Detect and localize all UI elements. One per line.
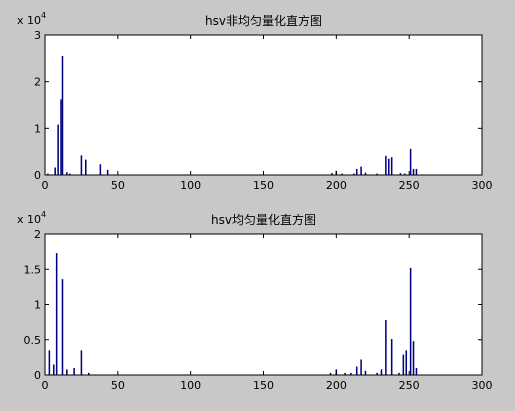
- x-tick-label: 50: [111, 379, 125, 392]
- y-tick-label: 2: [34, 228, 41, 241]
- histogram-bar: [60, 99, 62, 175]
- histogram-bar: [47, 173, 49, 175]
- y-tick-label: 2: [34, 76, 41, 89]
- histogram-bar: [385, 155, 387, 175]
- x-tick-label: 0: [42, 179, 49, 192]
- histogram-bar: [355, 168, 358, 175]
- x-tick-label: 50: [111, 179, 125, 192]
- y-exponent-power: 4: [41, 210, 46, 219]
- histogram-bar: [380, 369, 383, 375]
- y-tick-label: 1: [34, 299, 41, 312]
- histogram-bar: [48, 350, 51, 375]
- histogram-bar: [66, 172, 68, 175]
- histogram-bar: [54, 167, 56, 175]
- histogram-bar: [390, 339, 393, 375]
- histogram-bar: [85, 159, 87, 175]
- plot-area: [45, 234, 482, 375]
- histogram-bar: [57, 124, 59, 175]
- x-tick-label: 150: [253, 179, 274, 192]
- histogram-bar: [412, 168, 415, 175]
- histogram-bar: [80, 155, 83, 175]
- histogram-bar: [415, 367, 418, 375]
- histogram-bar: [341, 173, 343, 175]
- x-tick-label: 300: [472, 179, 493, 192]
- x-tick-label: 100: [180, 179, 201, 192]
- y-exponent-label: x 10: [17, 213, 41, 226]
- chart-title: hsv均匀量化直方图: [211, 212, 316, 227]
- x-tick-label: 200: [326, 179, 347, 192]
- histogram-bar: [73, 367, 75, 375]
- histogram-bar: [106, 169, 109, 175]
- x-tick-label: 150: [253, 379, 274, 392]
- histogram-bar: [99, 164, 102, 175]
- y-tick-label: 0.5: [24, 334, 42, 347]
- x-tick-label: 300: [472, 379, 493, 392]
- histogram-bar: [404, 173, 406, 175]
- histogram-bar: [344, 372, 346, 375]
- histogram-bar: [61, 56, 64, 175]
- histogram-bar: [66, 369, 68, 375]
- histogram-bar: [61, 279, 64, 375]
- y-tick-label: 0: [34, 169, 41, 182]
- x-tick-label: 250: [399, 379, 420, 392]
- x-tick-label: 100: [180, 379, 201, 392]
- histogram-bar: [376, 173, 378, 175]
- y-tick-label: 3: [34, 29, 41, 42]
- x-tick-label: 200: [326, 379, 347, 392]
- x-tick-label: 0: [42, 379, 49, 392]
- histogram-bar: [55, 253, 58, 375]
- histogram-bar: [69, 173, 71, 175]
- histogram-bar: [398, 372, 400, 375]
- histogram-bar: [329, 372, 332, 375]
- x-tick-label: 250: [399, 179, 420, 192]
- y-tick-label: 1.5: [24, 263, 42, 276]
- y-exponent-power: 4: [41, 11, 46, 20]
- histogram-bar: [360, 359, 362, 375]
- histogram-bar: [399, 173, 402, 175]
- y-tick-label: 0: [34, 369, 41, 382]
- histogram-bar: [415, 168, 418, 175]
- histogram-bar: [385, 320, 387, 375]
- histogram-bar: [350, 372, 352, 375]
- histogram-bar: [376, 372, 378, 375]
- histogram-bar: [87, 372, 90, 375]
- histogram-bar: [409, 267, 412, 375]
- histogram-bar: [409, 148, 412, 175]
- chart-title: hsv非均匀量化直方图: [205, 13, 322, 28]
- histogram-bar: [355, 366, 358, 375]
- histogram-bar: [388, 158, 390, 175]
- histogram-bar: [364, 172, 367, 175]
- histogram-bar: [360, 166, 362, 175]
- histogram-bar: [353, 173, 355, 175]
- y-tick-label: 1: [34, 122, 41, 135]
- histogram-bar: [80, 350, 83, 375]
- y-exponent-label: x 10: [17, 14, 41, 27]
- histogram-bar: [402, 354, 405, 375]
- histogram-bar: [52, 364, 55, 375]
- histogram-bar: [364, 370, 367, 375]
- histogram-bar: [390, 157, 393, 175]
- plot-area: [45, 35, 482, 175]
- histogram-bar: [331, 173, 333, 175]
- histogram-bar: [405, 350, 408, 375]
- histogram-bar: [412, 341, 415, 375]
